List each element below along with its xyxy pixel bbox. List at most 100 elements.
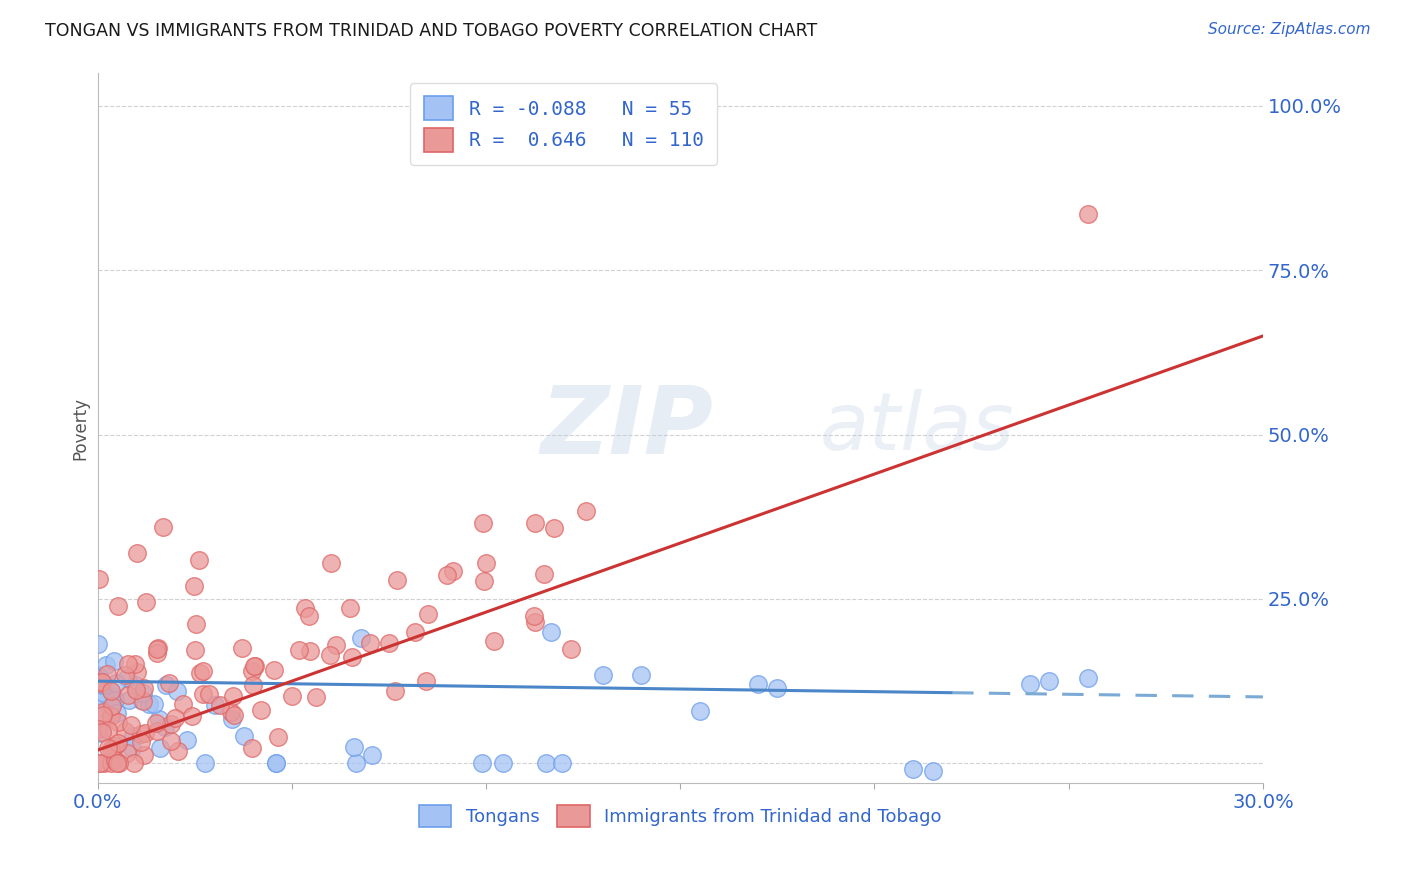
Point (472, 574, 495, 588)
Point (240, 740, 263, 755)
Point (153, 720, 176, 734)
Point (903, 762, 925, 776)
Point (134, 747, 156, 762)
Point (416, 607, 439, 622)
Point (243, 658, 266, 673)
Point (184, 643, 207, 657)
Point (93, 686, 115, 700)
Point (1018, 677, 1040, 691)
Point (298, 609, 321, 624)
Point (1077, 671, 1099, 685)
Point (475, 556, 498, 570)
Text: TONGAN VS IMMIGRANTS FROM TRINIDAD AND TOBAGO POVERTY CORRELATION CHART: TONGAN VS IMMIGRANTS FROM TRINIDAD AND T… (45, 22, 817, 40)
Point (122, 756, 145, 771)
Point (219, 705, 242, 719)
Point (117, 672, 139, 686)
Point (186, 616, 208, 631)
Point (155, 678, 177, 692)
Point (93, 756, 115, 771)
Point (114, 667, 136, 681)
Point (165, 711, 187, 725)
Point (319, 556, 342, 570)
Point (361, 747, 384, 762)
Point (94, 657, 117, 672)
Point (107, 756, 129, 771)
Point (97, 741, 120, 756)
Point (134, 726, 156, 740)
Point (231, 640, 253, 655)
Point (117, 689, 139, 703)
Point (281, 689, 304, 703)
Point (471, 516, 494, 530)
Point (543, 521, 565, 535)
Point (536, 756, 558, 771)
Point (299, 644, 322, 658)
Point (194, 756, 217, 771)
Point (148, 712, 170, 726)
Point (91, 705, 114, 719)
Point (592, 667, 614, 681)
Point (87, 756, 110, 771)
Point (319, 648, 342, 662)
Point (103, 654, 125, 668)
Point (146, 640, 169, 655)
Point (551, 756, 574, 771)
Text: atlas: atlas (820, 389, 1015, 467)
Point (441, 564, 464, 578)
Point (264, 756, 287, 771)
Point (385, 573, 408, 587)
Point (197, 687, 219, 701)
Point (93, 708, 115, 723)
Point (533, 567, 555, 582)
Point (160, 733, 183, 747)
Point (117, 692, 139, 706)
Point (105, 756, 128, 771)
Point (124, 657, 146, 672)
Point (100, 742, 122, 756)
Point (97, 723, 120, 738)
Point (100, 756, 122, 771)
Point (105, 675, 128, 690)
Point (145, 642, 167, 657)
Point (107, 599, 129, 613)
Point (222, 708, 245, 723)
Point (89, 572, 111, 586)
Point (125, 683, 148, 698)
Point (127, 665, 149, 679)
Point (263, 663, 285, 677)
Point (243, 659, 266, 673)
Point (146, 723, 169, 738)
Point (630, 667, 652, 681)
Point (378, 636, 401, 650)
Point (91, 725, 114, 739)
Point (132, 681, 155, 695)
Point (482, 633, 505, 648)
Point (107, 736, 129, 750)
Point (138, 697, 160, 711)
Point (146, 646, 169, 660)
Point (101, 699, 124, 714)
Point (404, 624, 426, 639)
Point (191, 687, 214, 701)
Point (149, 741, 172, 756)
Point (129, 734, 152, 748)
Point (117, 657, 139, 671)
Point (766, 681, 789, 695)
Point (129, 727, 152, 741)
Point (266, 730, 288, 744)
Point (172, 698, 194, 712)
Point (339, 600, 361, 615)
Point (125, 546, 148, 560)
Point (188, 552, 211, 566)
Point (104, 753, 127, 767)
Point (103, 739, 125, 753)
Point (415, 673, 437, 688)
Point (160, 716, 183, 731)
Point (1038, 674, 1060, 689)
Point (249, 703, 271, 717)
Point (180, 708, 202, 723)
Point (107, 714, 129, 729)
Text: Source: ZipAtlas.com: Source: ZipAtlas.com (1208, 22, 1371, 37)
Point (343, 739, 366, 754)
Point (204, 698, 226, 712)
